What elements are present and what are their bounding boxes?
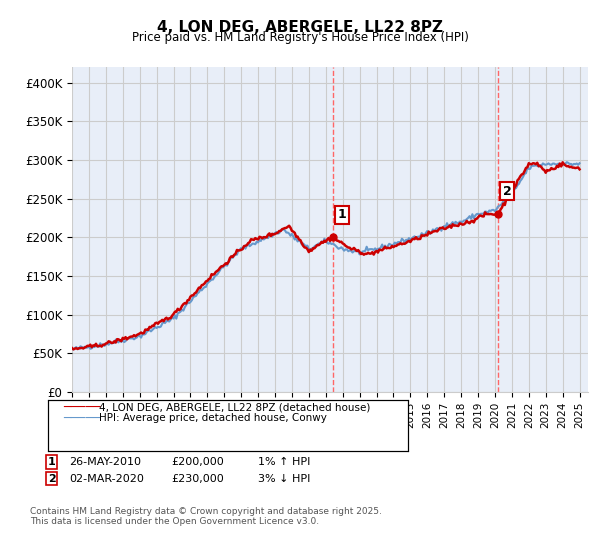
Text: 26-MAY-2010: 26-MAY-2010 <box>69 457 141 467</box>
Text: £200,000: £200,000 <box>171 457 224 467</box>
Text: 1: 1 <box>338 208 346 221</box>
Text: Price paid vs. HM Land Registry's House Price Index (HPI): Price paid vs. HM Land Registry's House … <box>131 31 469 44</box>
Text: 1: 1 <box>48 457 56 467</box>
Text: 4, LON DEG, ABERGELE, LL22 8PZ: 4, LON DEG, ABERGELE, LL22 8PZ <box>157 20 443 35</box>
Text: HPI: Average price, detached house, Conwy: HPI: Average price, detached house, Conw… <box>99 413 327 423</box>
Text: Contains HM Land Registry data © Crown copyright and database right 2025.
This d: Contains HM Land Registry data © Crown c… <box>30 507 382 526</box>
Text: 2: 2 <box>503 185 512 198</box>
Text: 2: 2 <box>48 474 56 484</box>
Text: 3% ↓ HPI: 3% ↓ HPI <box>258 474 310 484</box>
Text: 02-MAR-2020: 02-MAR-2020 <box>69 474 144 484</box>
Text: ─────: ───── <box>63 401 101 414</box>
Text: 4, LON DEG, ABERGELE, LL22 8PZ (detached house): 4, LON DEG, ABERGELE, LL22 8PZ (detached… <box>99 403 370 413</box>
Text: ─────: ───── <box>63 412 101 425</box>
Text: £230,000: £230,000 <box>171 474 224 484</box>
Text: 1% ↑ HPI: 1% ↑ HPI <box>258 457 310 467</box>
